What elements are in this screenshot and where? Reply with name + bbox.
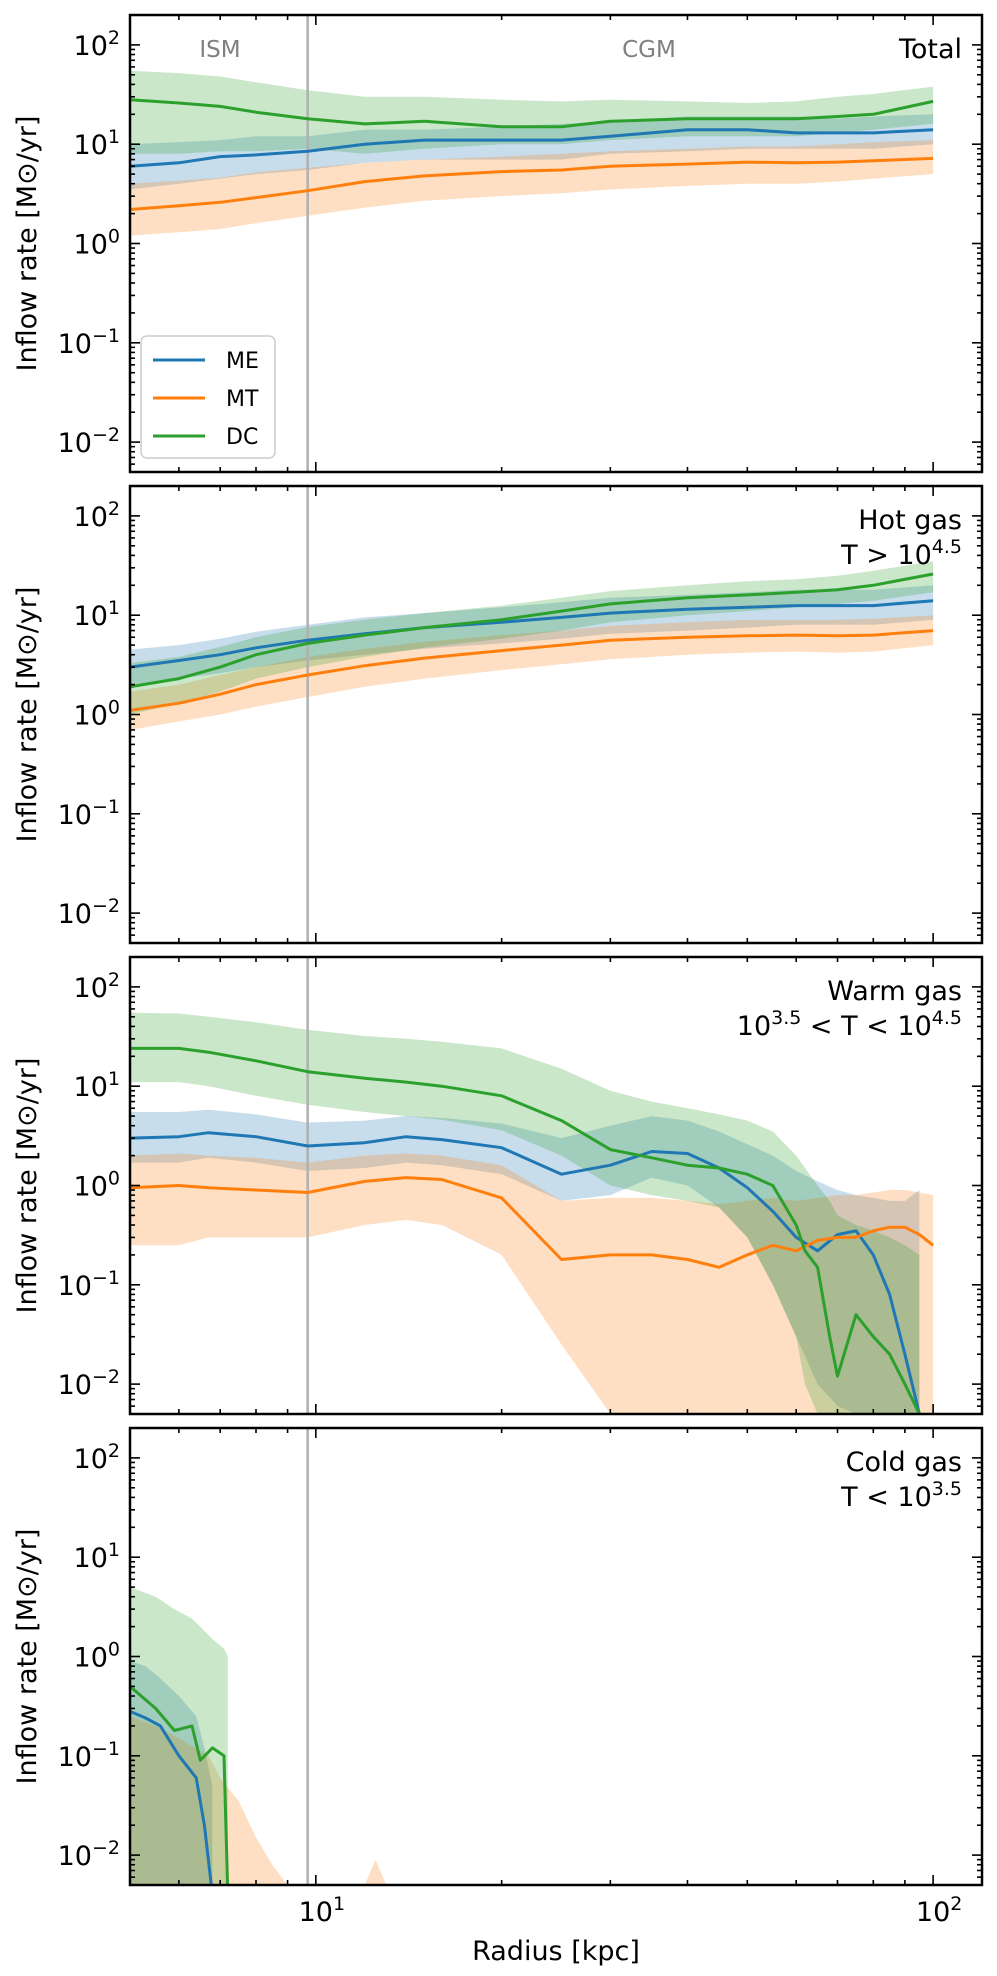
y-tick-label: 10−1: [58, 796, 120, 831]
plot-area: [130, 15, 934, 472]
band-me: [130, 114, 934, 190]
y-axis-label: Inflow rate [M⊙/yr]: [12, 116, 43, 372]
ism-label: ISM: [199, 37, 240, 63]
series-line-mt: [130, 629, 934, 712]
plot-area: [130, 486, 934, 943]
y-tick-label: 102: [74, 27, 120, 62]
x-tick-label: 102: [916, 1893, 962, 1928]
y-tick-label: 100: [74, 1168, 120, 1203]
panel-subtitle: T < 103.5​: [840, 1478, 962, 1513]
y-tick-label: 102: [74, 498, 120, 533]
band-mt: [130, 615, 934, 730]
y-tick-label: 102: [74, 969, 120, 1004]
legend-label-dc: DC: [226, 425, 258, 450]
panel-subtitle: 103.5​ < T < 104.5​: [737, 1007, 962, 1042]
series-line-dc: [130, 98, 934, 129]
y-tick-label: 10−2: [58, 424, 120, 459]
legend-label-me: ME: [226, 349, 259, 374]
series-line-dc: [130, 572, 934, 689]
band-mt: [130, 1716, 934, 1885]
series-line-me: [130, 1710, 213, 1885]
panel-title: Cold gas: [846, 1447, 962, 1478]
series-line-dc: [130, 1046, 921, 1414]
y-tick-label: 10−1: [58, 325, 120, 360]
y-tick-label: 101: [74, 1539, 120, 1574]
legend: ME MT DC: [140, 335, 276, 459]
legend-box: [140, 335, 276, 459]
panels: 102 101 100 10−1 10−2 Inflow rate [M⊙/yr] Tota…: [12, 13, 984, 1928]
panel-hot-gas: 102 101 100 10−1 10−2 Inflow rate [M⊙/yr] Hot …: [12, 484, 984, 945]
series-line-me: [130, 128, 934, 168]
y-tick-label: 10−1: [58, 1738, 120, 1773]
y-tick-label: 10−2: [58, 895, 120, 930]
panel-total: 102 101 100 10−1 10−2 Inflow rate [M⊙/yr] Tota…: [12, 13, 984, 474]
y-tick-label: 101: [74, 597, 120, 632]
series-line-mt: [130, 156, 934, 211]
panel-subtitle: T > 104.5​: [840, 536, 962, 571]
y-axis-label: Inflow rate [M⊙/yr]: [12, 1529, 43, 1785]
y-axis-label: Inflow rate [M⊙/yr]: [12, 1058, 43, 1314]
band-me: [130, 585, 934, 685]
band-me: [130, 1109, 920, 1414]
y-tick-label: 101: [74, 1068, 120, 1103]
y-tick-label: 102: [74, 1440, 120, 1475]
plot-area: [130, 1428, 934, 1885]
y-tick-label: 100: [74, 1639, 120, 1674]
cgm-label: CGM: [622, 37, 676, 63]
panel-title: Hot gas: [858, 505, 962, 536]
y-tick-label: 100: [74, 697, 120, 732]
panel-cold-gas: 102 101 100 10−1 10−2 101 102 Inflow rate [M⊙/y…: [12, 1426, 984, 1928]
x-axis-label: Radius [kpc]: [472, 1936, 640, 1967]
series-line-dc: [130, 1685, 230, 1885]
band-dc: [130, 561, 934, 715]
band-me: [130, 1661, 213, 1885]
legend-label-mt: MT: [226, 387, 259, 412]
plot-area: [130, 957, 935, 1414]
x-tick-label: 101: [299, 1893, 345, 1928]
y-tick-label: 10−1: [58, 1267, 120, 1302]
band-dc: [130, 1587, 228, 1885]
y-tick-label: 10−2: [58, 1366, 120, 1401]
y-tick-label: 10−2: [58, 1837, 120, 1872]
panel-warm-gas: 102 101 100 10−1 10−2 Inflow rate [M⊙/yr] Warm…: [12, 955, 984, 1416]
series-line-mt: [130, 1176, 935, 1269]
band-mt: [130, 1153, 934, 1414]
panel-title: Warm gas: [827, 976, 962, 1007]
y-tick-label: 101: [74, 126, 120, 161]
panel-title: Total: [898, 34, 962, 65]
series-line-me: [130, 599, 934, 669]
y-tick-label: 100: [74, 226, 120, 261]
band-dc: [130, 70, 934, 154]
y-axis-label: Inflow rate [M⊙/yr]: [12, 587, 43, 843]
